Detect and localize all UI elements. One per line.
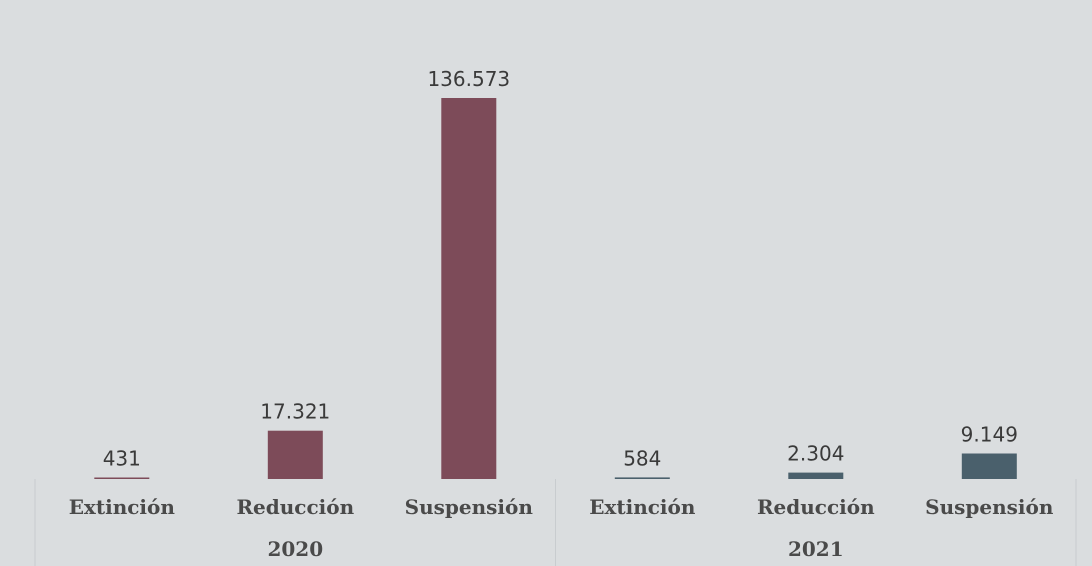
bar-2021-2: [961, 453, 1017, 479]
group-label: 2020: [267, 537, 323, 561]
category-label: Reducción: [757, 495, 875, 519]
category-label: Extinción: [69, 495, 176, 519]
data-label: 136.573: [427, 67, 510, 91]
category-label: Reducción: [236, 495, 354, 519]
category-label: Suspensión: [925, 495, 1054, 519]
category-label: Suspensión: [405, 495, 534, 519]
category-label: Extinción: [589, 495, 696, 519]
group-label: 2021: [788, 537, 844, 561]
bar-2020-0: [94, 477, 150, 479]
bar-2021-0: [614, 477, 670, 479]
bar-2021-1: [788, 472, 844, 479]
bar-2020-1: [267, 430, 323, 479]
data-label: 9.149: [961, 423, 1018, 447]
data-label: 431: [103, 447, 141, 471]
data-label: 17.321: [260, 400, 330, 424]
data-label: 584: [623, 446, 661, 470]
bar-2020-2: [441, 98, 497, 479]
data-label: 2.304: [787, 442, 844, 466]
